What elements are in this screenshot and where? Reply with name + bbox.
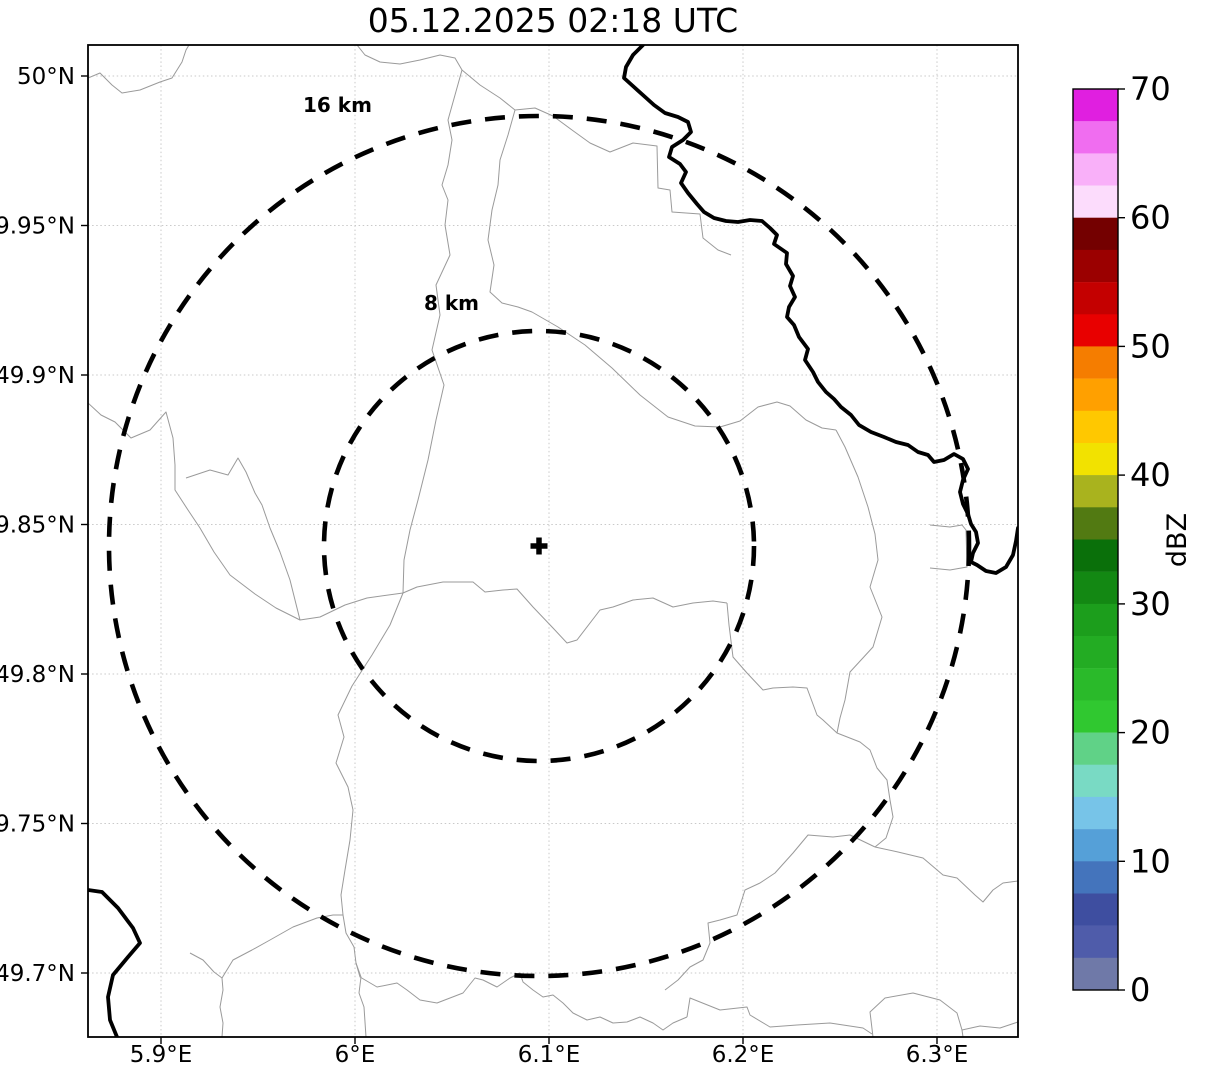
x-tick-label: 6.2°E	[712, 1042, 775, 1068]
radar-center-marker	[530, 537, 548, 555]
colorbar-segments	[1073, 89, 1118, 990]
map-frame	[87, 44, 1019, 1038]
colorbar-segment	[1073, 861, 1118, 894]
colorbar-segment	[1073, 282, 1118, 315]
colorbar-ticks	[1118, 88, 1125, 991]
colorbar-segment	[1073, 668, 1118, 701]
colorbar-segment	[1073, 957, 1118, 990]
axis-ticks	[81, 75, 938, 1044]
boundary-line	[835, 429, 883, 734]
range-ring-16km	[106, 113, 972, 979]
y-tick-label: 49.85°N	[0, 513, 75, 539]
x-tick-label: 5.9°E	[130, 1042, 193, 1068]
colorbar-segment	[1073, 829, 1118, 862]
boundary-line	[88, 45, 190, 94]
colorbar-segment	[1073, 732, 1118, 765]
colorbar-segment	[1073, 217, 1118, 251]
boundary-line	[869, 992, 964, 1037]
admin-boundaries	[88, 45, 1018, 1037]
colorbar-outline	[1072, 88, 1119, 991]
colorbar-segment	[1073, 925, 1118, 958]
range-ring-8km	[321, 328, 757, 764]
grid	[88, 45, 1018, 1037]
y-tick-label: 49.7°N	[0, 961, 75, 987]
colorbar-tick-label: 20	[1130, 714, 1171, 752]
colorbar-tick-label: 60	[1130, 199, 1171, 237]
boundary-line	[664, 834, 876, 991]
colorbar-segment	[1073, 700, 1118, 733]
colorbar: 70 60 50 40 30 20 10 0 dBZ	[1072, 70, 1193, 1009]
colorbar-tick-label: 40	[1130, 456, 1171, 494]
boundary-line	[219, 977, 224, 1037]
boundary-line	[335, 45, 463, 1037]
boundary-line	[686, 997, 873, 1035]
boundary-line	[874, 846, 1018, 903]
map-area	[88, 45, 1018, 1037]
colorbar-segment	[1073, 378, 1118, 411]
colorbar-segment	[1073, 121, 1118, 154]
boundary-line	[88, 402, 728, 644]
colorbar-segment	[1073, 636, 1118, 669]
colorbar-tick-label: 30	[1130, 585, 1171, 623]
x-tick-label: 6°E	[335, 1042, 376, 1068]
range-ring-8km-label: 8 km	[424, 291, 479, 315]
boundary-line	[355, 962, 688, 1031]
colorbar-segment	[1073, 410, 1118, 444]
colorbar-segment	[1073, 893, 1118, 926]
x-tick-label: 6.3°E	[906, 1042, 969, 1068]
y-tick-label: 49.95°N	[0, 214, 75, 240]
colorbar-segment	[1073, 764, 1118, 798]
colorbar-tick-label: 0	[1130, 971, 1150, 1009]
colorbar-segment	[1073, 571, 1118, 605]
colorbar-segment	[1073, 346, 1118, 379]
x-axis-labels: 5.9°E 6°E 6.1°E 6.2°E 6.3°E	[130, 1042, 969, 1068]
colorbar-segment	[1073, 475, 1118, 508]
x-tick-label: 6.1°E	[518, 1042, 581, 1068]
y-tick-label: 49.75°N	[0, 812, 75, 838]
colorbar-segment	[1073, 507, 1118, 540]
colorbar-segment	[1073, 314, 1118, 347]
y-axis-labels: 50°N 49.95°N 49.9°N 49.85°N 49.8°N 49.75…	[0, 64, 75, 987]
colorbar-segment	[1073, 249, 1118, 283]
y-tick-label: 49.9°N	[0, 363, 75, 389]
boundary-line	[961, 1021, 1018, 1031]
colorbar-segment	[1073, 89, 1118, 122]
range-ring-16km-label: 16 km	[303, 93, 372, 117]
page-title: 05.12.2025 02:18 UTC	[368, 1, 738, 40]
colorbar-tick-labels: 70 60 50 40 30 20 10 0	[1130, 70, 1171, 1009]
colorbar-segment	[1073, 153, 1118, 186]
colorbar-tick-label: 50	[1130, 327, 1171, 365]
colorbar-segment	[1073, 603, 1118, 637]
colorbar-segment	[1073, 539, 1118, 572]
colorbar-tick-label: 70	[1130, 70, 1171, 108]
boundary-line	[461, 69, 837, 431]
y-tick-label: 49.8°N	[0, 662, 75, 688]
boundary-line	[929, 524, 968, 571]
colorbar-tick-label: 10	[1130, 842, 1171, 880]
y-tick-label: 50°N	[17, 64, 75, 90]
colorbar-segment	[1073, 443, 1118, 476]
boundary-line	[514, 107, 732, 256]
boundary-line	[726, 602, 894, 848]
boundary-line	[185, 457, 301, 621]
colorbar-segment	[1073, 185, 1118, 218]
colorbar-segment	[1073, 796, 1118, 830]
southwest-river-line	[88, 888, 142, 1037]
colorbar-axis-label: dBZ	[1162, 513, 1193, 567]
